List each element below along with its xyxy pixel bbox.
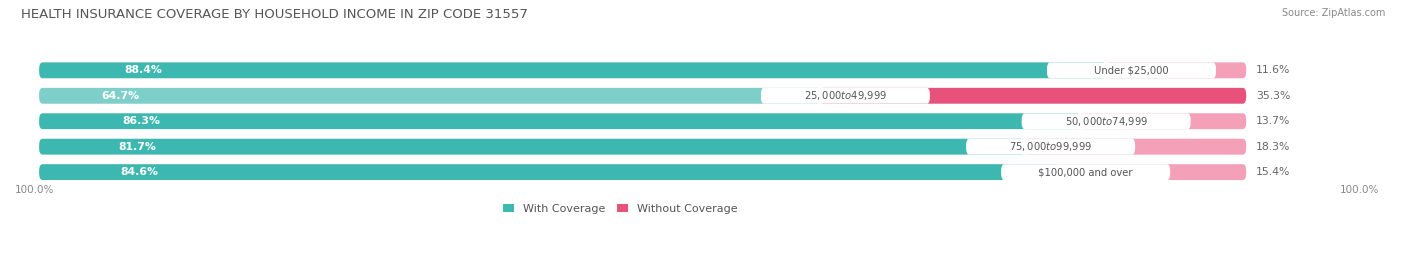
FancyBboxPatch shape (39, 139, 1025, 155)
Text: $75,000 to $99,999: $75,000 to $99,999 (1010, 140, 1092, 153)
Text: $25,000 to $49,999: $25,000 to $49,999 (804, 89, 887, 102)
FancyBboxPatch shape (39, 62, 1246, 78)
Text: 81.7%: 81.7% (118, 142, 156, 152)
Text: 64.7%: 64.7% (101, 91, 139, 101)
Text: 35.3%: 35.3% (1256, 91, 1291, 101)
FancyBboxPatch shape (1025, 139, 1246, 155)
FancyBboxPatch shape (820, 88, 1246, 104)
FancyBboxPatch shape (39, 88, 820, 104)
FancyBboxPatch shape (1047, 62, 1216, 78)
FancyBboxPatch shape (966, 139, 1135, 155)
Text: 18.3%: 18.3% (1256, 142, 1291, 152)
FancyBboxPatch shape (39, 113, 1246, 129)
FancyBboxPatch shape (1001, 164, 1170, 180)
Text: HEALTH INSURANCE COVERAGE BY HOUSEHOLD INCOME IN ZIP CODE 31557: HEALTH INSURANCE COVERAGE BY HOUSEHOLD I… (21, 8, 529, 21)
Text: 86.3%: 86.3% (122, 116, 160, 126)
Text: 11.6%: 11.6% (1256, 65, 1291, 75)
FancyBboxPatch shape (1107, 62, 1246, 78)
Text: 88.4%: 88.4% (125, 65, 162, 75)
Text: 100.0%: 100.0% (15, 185, 55, 196)
FancyBboxPatch shape (1022, 113, 1191, 129)
FancyBboxPatch shape (1060, 164, 1246, 180)
Text: 100.0%: 100.0% (1340, 185, 1379, 196)
FancyBboxPatch shape (761, 88, 929, 104)
FancyBboxPatch shape (39, 164, 1246, 180)
FancyBboxPatch shape (39, 113, 1081, 129)
Text: $100,000 and over: $100,000 and over (1039, 167, 1133, 177)
Text: 84.6%: 84.6% (121, 167, 159, 177)
Text: Under $25,000: Under $25,000 (1094, 65, 1168, 75)
FancyBboxPatch shape (39, 139, 1246, 155)
FancyBboxPatch shape (39, 62, 1107, 78)
Legend: With Coverage, Without Coverage: With Coverage, Without Coverage (499, 199, 742, 218)
Text: 13.7%: 13.7% (1256, 116, 1291, 126)
Text: $50,000 to $74,999: $50,000 to $74,999 (1064, 115, 1147, 128)
FancyBboxPatch shape (39, 88, 1246, 104)
Text: Source: ZipAtlas.com: Source: ZipAtlas.com (1281, 8, 1385, 18)
FancyBboxPatch shape (1081, 113, 1246, 129)
FancyBboxPatch shape (39, 164, 1060, 180)
Text: 15.4%: 15.4% (1256, 167, 1291, 177)
